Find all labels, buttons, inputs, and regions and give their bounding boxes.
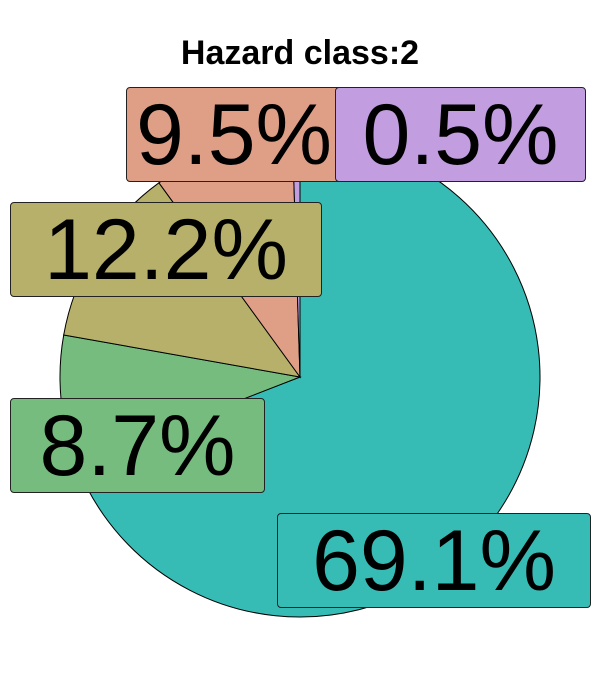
slice-label-4: 0.5% bbox=[335, 87, 586, 182]
pie-slice-0 bbox=[75, 136, 541, 618]
slice-label-2: 12.2% bbox=[10, 202, 322, 297]
slice-label-1: 8.7% bbox=[10, 398, 265, 493]
slice-label-3: 9.5% bbox=[126, 87, 342, 182]
chart-title: Hazard class:2 bbox=[180, 34, 420, 72]
slice-label-0: 69.1% bbox=[277, 513, 591, 608]
